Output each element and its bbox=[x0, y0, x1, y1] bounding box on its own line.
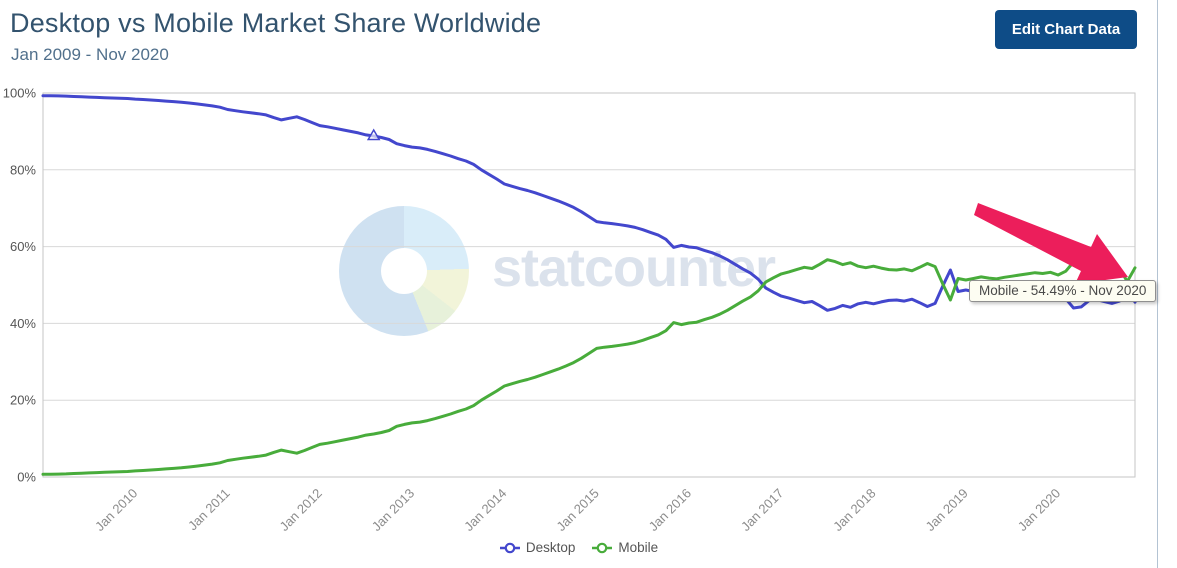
svg-text:Jan 2019: Jan 2019 bbox=[922, 486, 970, 534]
desktop-series-line[interactable] bbox=[41, 94, 1137, 312]
mobile-legend-marker-icon bbox=[592, 542, 613, 553]
x-axis-labels: Jan 2010 Jan 2011 Jan 2012 Jan 2013 Jan 2014… bbox=[92, 486, 1063, 534]
svg-text:Jan 2018: Jan 2018 bbox=[830, 486, 878, 534]
svg-text:80%: 80% bbox=[10, 162, 36, 177]
panel-divider bbox=[1157, 0, 1158, 568]
svg-text:Jan 2011: Jan 2011 bbox=[185, 486, 233, 534]
legend-label-desktop: Desktop bbox=[525, 540, 576, 555]
svg-text:Jan 2013: Jan 2013 bbox=[369, 486, 417, 534]
svg-text:40%: 40% bbox=[10, 316, 36, 331]
svg-text:0%: 0% bbox=[17, 470, 36, 485]
triangle-marker-icon bbox=[366, 128, 381, 141]
watermark-text: statcounter bbox=[492, 238, 776, 298]
svg-text:Jan 2012: Jan 2012 bbox=[276, 486, 324, 534]
statcounter-logo-hole bbox=[381, 248, 427, 294]
svg-text:Jan 2015: Jan 2015 bbox=[553, 486, 601, 534]
desktop-legend-marker-icon bbox=[499, 542, 520, 553]
svg-text:Jan 2010: Jan 2010 bbox=[92, 486, 140, 534]
page-title: Desktop vs Mobile Market Share Worldwide bbox=[10, 8, 542, 38]
edit-chart-data-button[interactable]: Edit Chart Data bbox=[995, 10, 1137, 49]
legend-item-mobile[interactable]: Mobile bbox=[591, 540, 658, 555]
svg-text:100%: 100% bbox=[3, 86, 37, 101]
chart-legend: Desktop Mobile bbox=[0, 540, 1157, 555]
legend-item-desktop[interactable]: Desktop bbox=[499, 540, 576, 555]
annotation-arrow-icon bbox=[974, 203, 1128, 284]
svg-text:Jan 2017: Jan 2017 bbox=[738, 486, 786, 534]
y-axis-labels: 100% 80% 60% 40% 20% 0% bbox=[3, 86, 37, 485]
svg-text:Jan 2016: Jan 2016 bbox=[646, 486, 694, 534]
svg-text:20%: 20% bbox=[10, 393, 36, 408]
legend-label-mobile: Mobile bbox=[618, 540, 659, 555]
svg-text:Jan 2020: Jan 2020 bbox=[1015, 486, 1063, 534]
page-subtitle: Jan 2009 - Nov 2020 bbox=[11, 45, 169, 64]
svg-text:60%: 60% bbox=[10, 239, 36, 254]
chart-tooltip: Mobile - 54.49% - Nov 2020 bbox=[969, 280, 1157, 302]
svg-text:Jan 2014: Jan 2014 bbox=[461, 486, 509, 534]
gridlines bbox=[43, 169, 1135, 401]
mobile-series-line[interactable] bbox=[41, 258, 1137, 476]
